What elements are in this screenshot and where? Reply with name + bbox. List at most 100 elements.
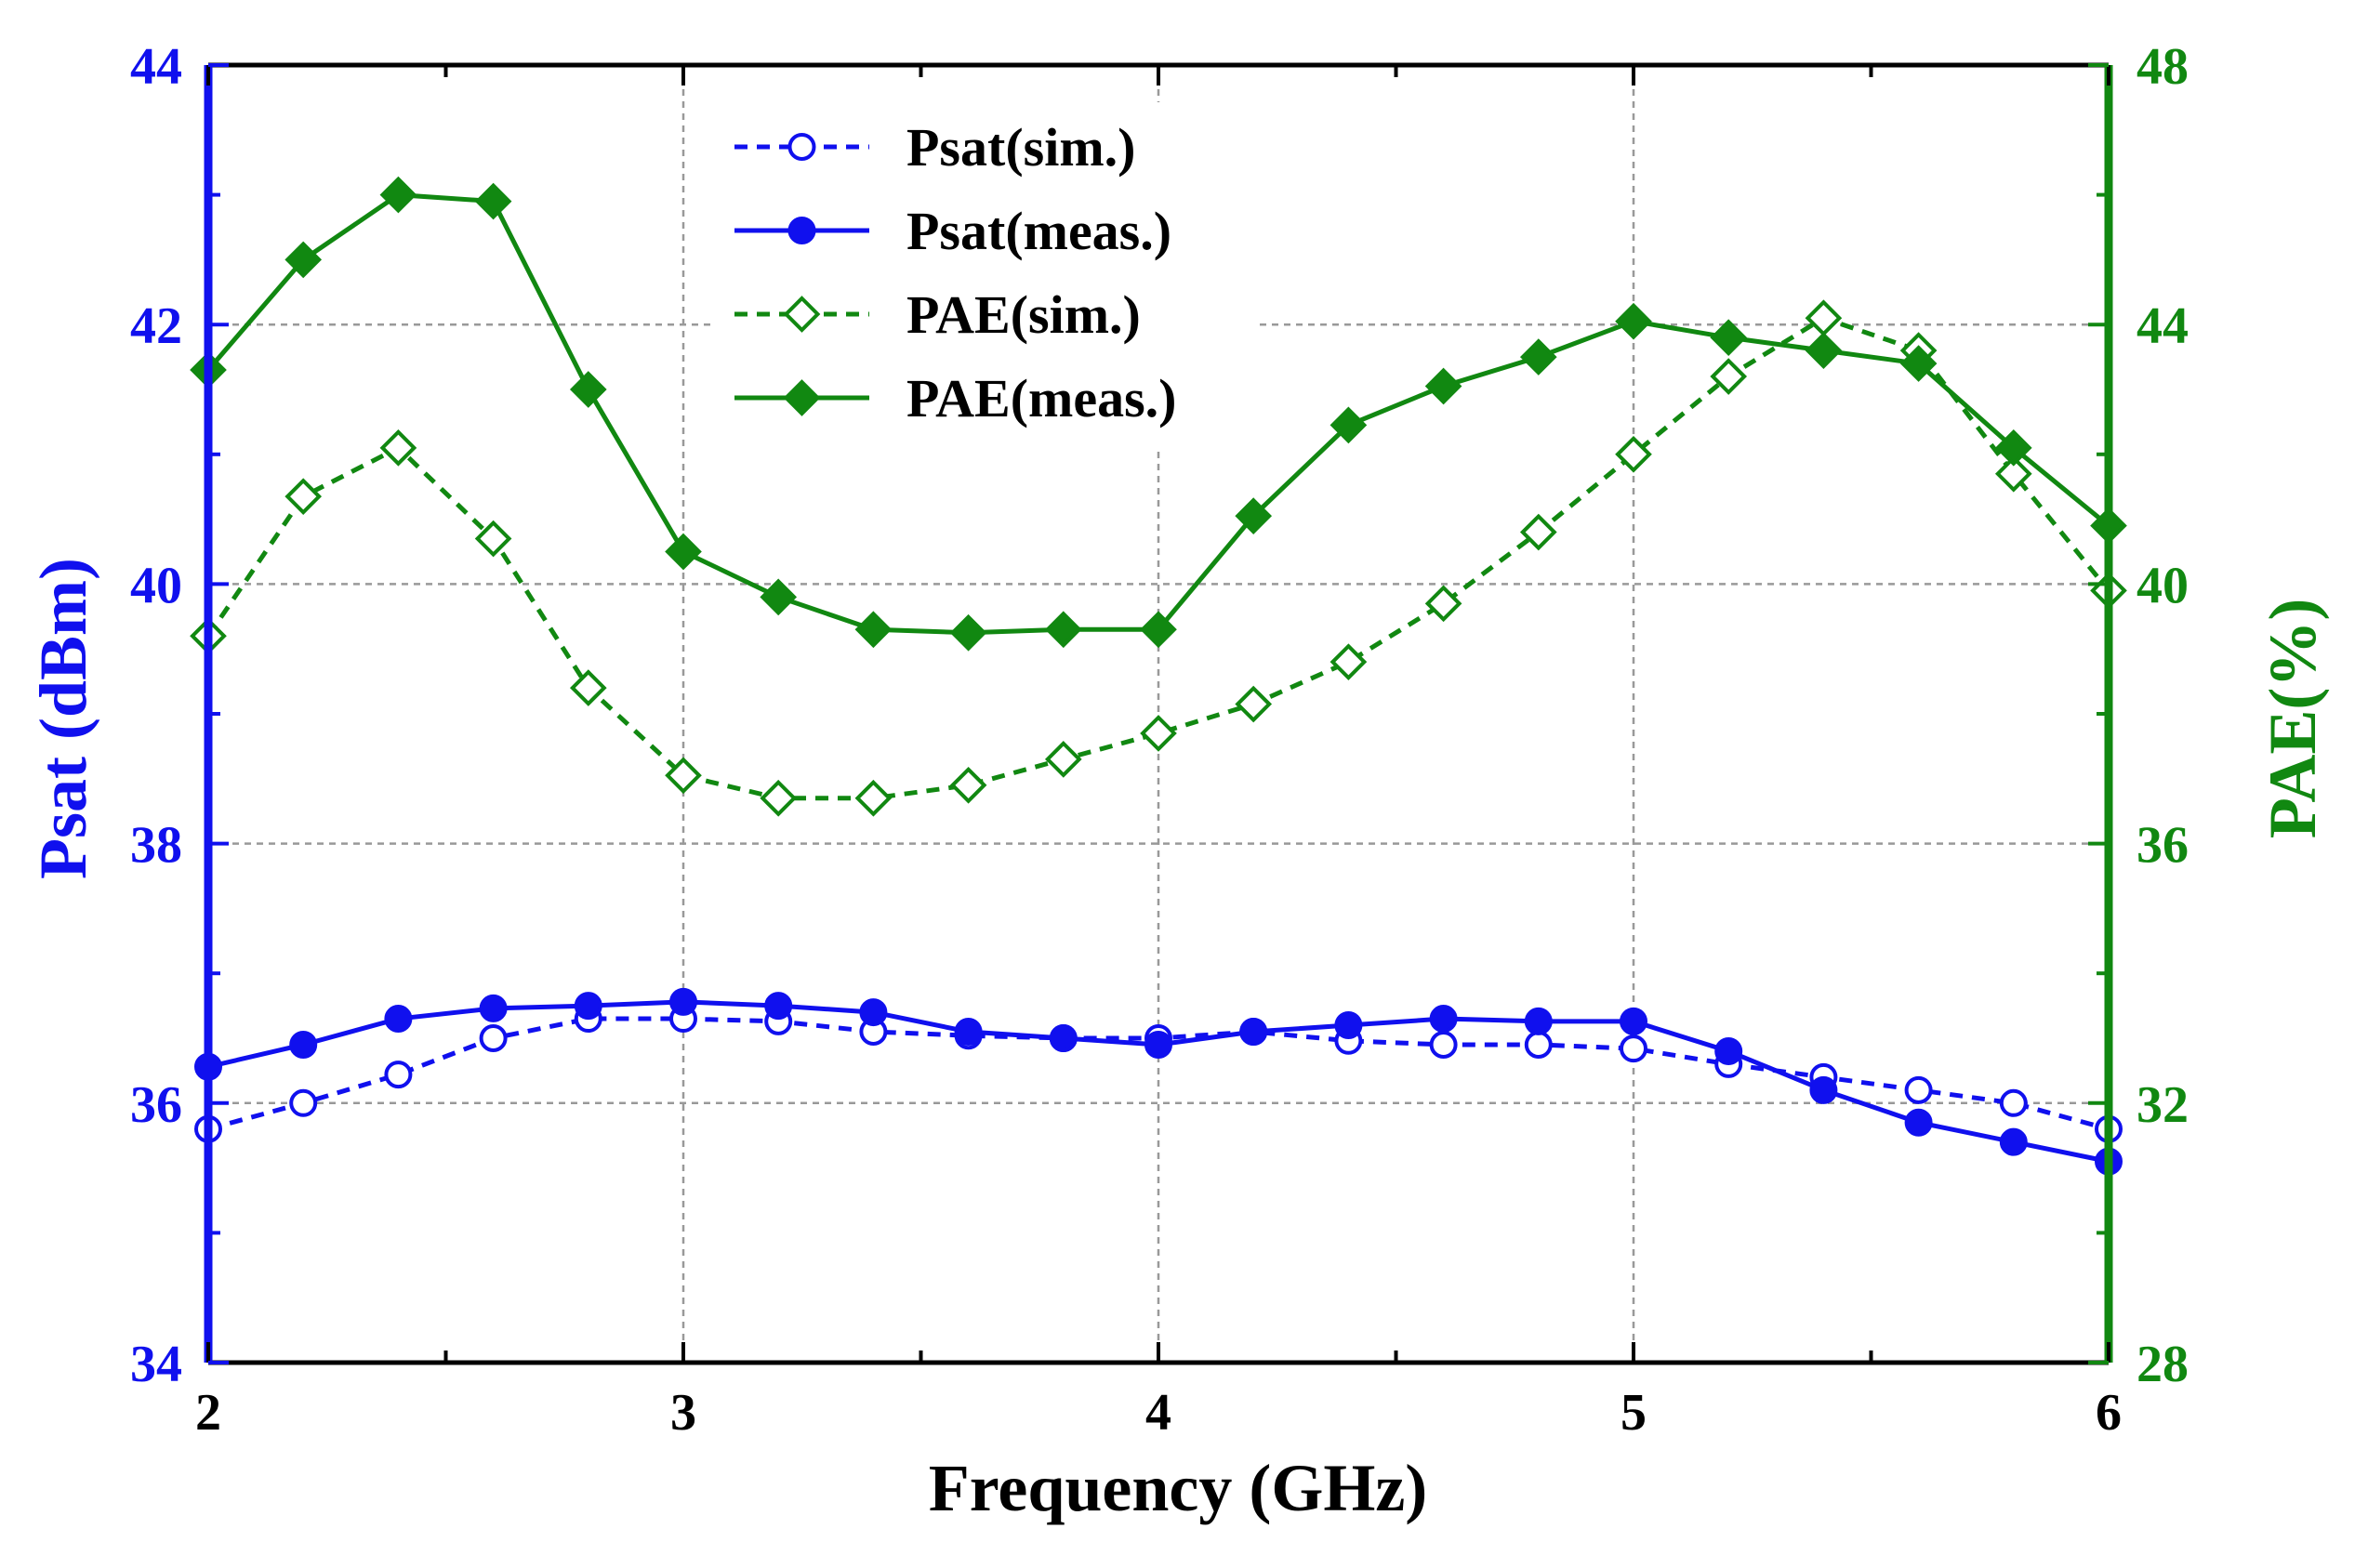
data-point-psat-meas [1334, 1011, 1363, 1040]
legend-marker-psat-meas [787, 217, 816, 244]
legend-label-psat-sim: Psat(sim.) [906, 117, 1135, 178]
data-point-pae-meas [1994, 428, 2032, 467]
data-point-pae-meas [949, 613, 987, 652]
y-left-tick-label: 44 [130, 38, 182, 96]
data-point-psat-meas [1524, 1007, 1553, 1035]
legend: Psat(sim.) Psat(meas.) PAE(sim.) PAE(meas.) [716, 102, 1255, 446]
grid [208, 65, 2109, 1363]
data-point-pae-sim [1710, 358, 1748, 395]
data-point-pae-sim [949, 766, 987, 804]
y-right-tick-label: 44 [2136, 297, 2189, 355]
data-point-psat-meas [384, 1005, 413, 1034]
legend-label-psat-meas: Psat(meas.) [906, 201, 1171, 261]
data-point-pae-meas [1710, 319, 1748, 356]
legend-label-pae-sim: PAE(sim.) [906, 284, 1141, 345]
legend-entry-pae-meas: PAE(meas.) [734, 368, 1176, 428]
data-point-pae-meas [760, 578, 798, 616]
series-line-pae-sim [205, 315, 2110, 801]
legend-entry-psat-meas: Psat(meas.) [734, 201, 1171, 261]
data-point-psat-meas [1809, 1075, 1838, 1104]
data-point-pae-meas [1805, 332, 1843, 369]
data-point-pae-sim [1615, 435, 1652, 473]
data-point-pae-meas [1044, 611, 1082, 649]
data-point-pae-sim [569, 669, 607, 706]
data-point-psat-meas [1239, 1018, 1268, 1047]
data-point-pae-sim [1424, 585, 1462, 623]
data-point-psat-meas [859, 998, 888, 1027]
data-point-psat-sim [1429, 1030, 1458, 1059]
series-psat-meas [194, 987, 2123, 1176]
data-point-psat-meas [1620, 1007, 1647, 1035]
x-tick-label: 4 [1145, 1384, 1171, 1442]
legend-label-pae-meas: PAE(meas.) [906, 368, 1176, 428]
data-point-pae-meas [1330, 406, 1368, 444]
data-point-pae-meas [474, 182, 512, 220]
data-point-pae-sim [379, 428, 417, 467]
data-point-psat-meas [289, 1030, 318, 1059]
data-point-psat-sim [479, 1024, 508, 1052]
data-point-pae-meas [1235, 497, 1273, 534]
legend-marker-pae-sim [783, 296, 821, 333]
data-point-pae-sim [1235, 685, 1273, 723]
legend-entry-pae-sim: PAE(sim.) [734, 284, 1141, 345]
series-pae-sim [190, 299, 2127, 817]
x-axis-title: Frequency (GHz) [929, 1451, 1428, 1525]
legend-entry-psat-sim: Psat(sim.) [734, 117, 1135, 178]
x-tick-label: 2 [195, 1384, 221, 1442]
data-point-pae-meas [379, 176, 417, 214]
y-left-tick-label: 42 [130, 297, 182, 355]
x-tick-label: 6 [2096, 1384, 2122, 1442]
series-layer [190, 176, 2127, 1176]
data-point-pae-sim [1140, 715, 1177, 752]
y-left-tick-label: 34 [130, 1336, 182, 1393]
data-point-psat-sim [289, 1088, 318, 1117]
data-point-pae-meas [1140, 611, 1177, 649]
data-point-pae-sim [854, 779, 893, 817]
data-point-psat-meas [954, 1018, 983, 1047]
data-point-pae-sim [284, 478, 323, 515]
data-point-psat-sim [1620, 1034, 1647, 1063]
data-point-pae-sim [1519, 513, 1557, 551]
y-right-tick-label: 36 [2136, 817, 2189, 875]
data-point-pae-meas [284, 241, 323, 279]
data-point-pae-sim [665, 757, 702, 795]
data-point-pae-sim [474, 520, 512, 558]
data-point-pae-sim [1994, 455, 2032, 493]
data-point-psat-meas [1714, 1036, 1743, 1065]
series-pae-meas [190, 176, 2127, 652]
y-axis-right-title: PAE(%) [2256, 599, 2330, 839]
legend-marker-pae-meas [783, 379, 821, 416]
data-point-psat-meas [764, 992, 793, 1021]
data-point-psat-sim [1999, 1088, 2028, 1117]
data-point-psat-meas [1904, 1108, 1933, 1137]
y-left-tick-label: 40 [130, 557, 182, 614]
data-point-pae-meas [854, 611, 893, 649]
data-point-psat-meas [574, 992, 602, 1021]
x-tick-label: 5 [1621, 1384, 1647, 1442]
y-right-tick-label: 48 [2136, 38, 2189, 96]
data-point-pae-meas [1519, 338, 1557, 376]
data-point-pae-meas [1899, 345, 1938, 382]
data-point-pae-meas [1424, 367, 1462, 405]
y-right-tick-label: 28 [2136, 1336, 2189, 1393]
data-point-psat-meas [1144, 1030, 1172, 1059]
legend-marker-psat-sim [787, 133, 816, 161]
data-point-pae-meas [569, 371, 607, 408]
y-right-tick-label: 32 [2136, 1076, 2189, 1134]
y-left-tick-label: 38 [130, 817, 182, 875]
data-point-psat-sim [384, 1061, 413, 1089]
data-point-psat-meas [1049, 1024, 1078, 1052]
y-right-tick-label: 40 [2136, 557, 2189, 614]
y-axis-left-title: Psat (dBm) [26, 558, 100, 879]
data-point-pae-sim [760, 779, 798, 817]
data-point-pae-meas [665, 533, 702, 571]
data-point-psat-meas [479, 994, 508, 1022]
data-point-psat-meas [669, 987, 697, 1016]
data-point-psat-sim [1524, 1030, 1553, 1059]
data-point-pae-sim [1330, 643, 1368, 680]
x-tick-label: 3 [670, 1384, 696, 1442]
data-point-pae-sim [1044, 741, 1082, 778]
data-point-pae-meas [1615, 302, 1652, 340]
